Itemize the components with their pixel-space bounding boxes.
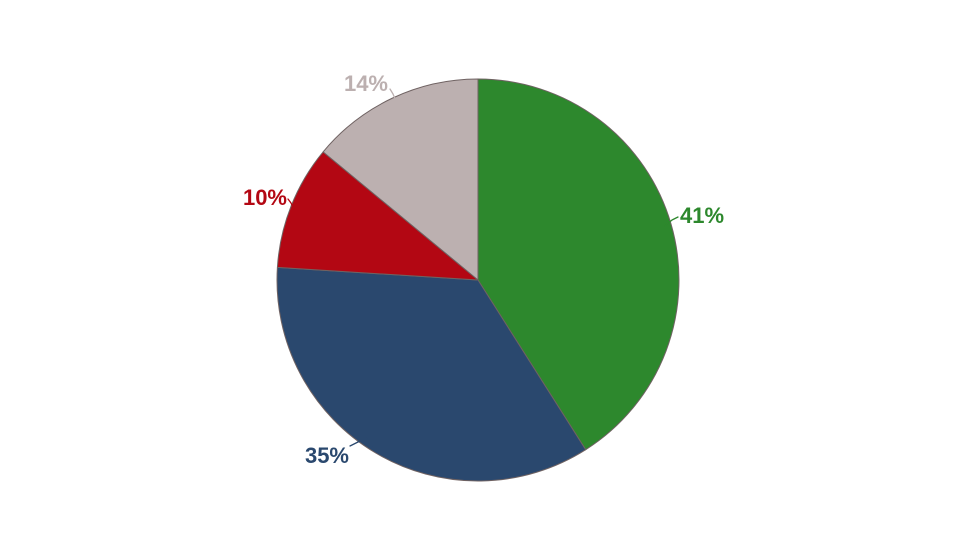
leader-lines — [287, 88, 679, 452]
pie-slice-gray-slice[interactable] — [322, 78, 479, 281]
pie-slice-red-slice[interactable] — [276, 151, 479, 281]
slice-label-blue-slice: 35% — [305, 443, 349, 468]
leader-line-red-slice — [287, 198, 295, 210]
slice-label-red-slice: 10% — [243, 185, 287, 210]
slice-labels: 41% 35% 10% 14% — [243, 71, 724, 468]
pie-slice-green-slice[interactable] — [477, 78, 680, 451]
pie-slice-blue-slice[interactable] — [276, 266, 587, 482]
leader-line-green-slice — [664, 216, 679, 227]
slice-label-green-slice: 41% — [680, 203, 724, 228]
leader-line-blue-slice — [349, 437, 378, 452]
slice-label-gray-slice: 14% — [344, 71, 388, 96]
pie-slices — [276, 78, 680, 482]
leader-line-gray-slice — [389, 88, 397, 102]
